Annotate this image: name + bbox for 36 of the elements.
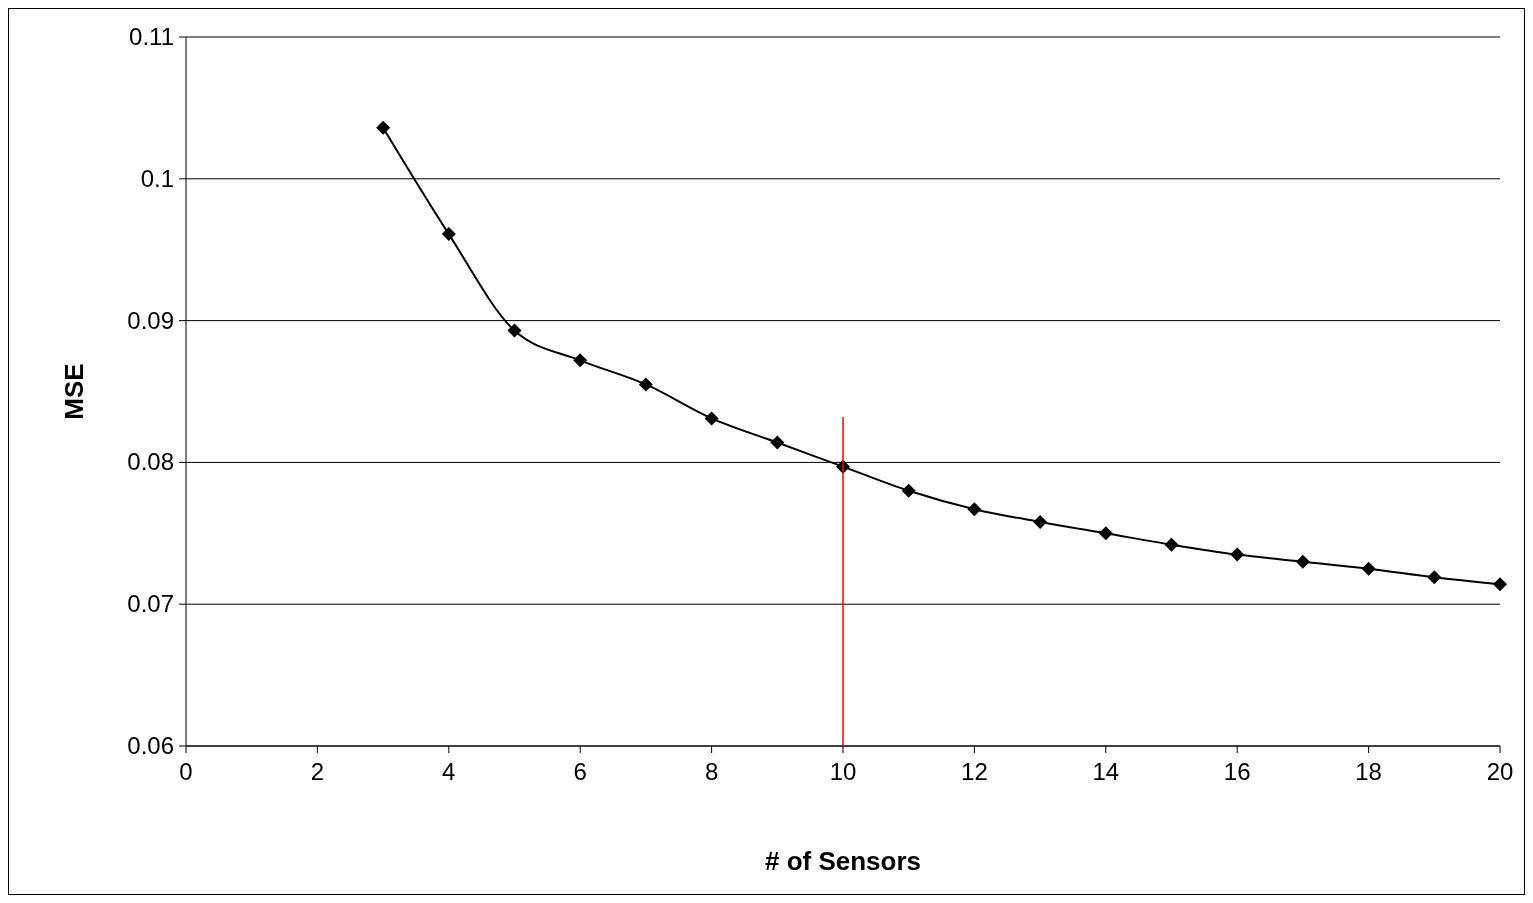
point — [704, 411, 719, 426]
x-tick-label: 0 — [179, 758, 193, 785]
x-tick-label: 14 — [1092, 758, 1120, 785]
point — [967, 502, 982, 517]
point — [901, 483, 916, 498]
x-tick-label: 6 — [573, 758, 587, 785]
x-tick-label: 4 — [442, 758, 456, 785]
point — [1361, 561, 1376, 576]
x-tick-label: 2 — [310, 758, 325, 785]
y-tick-label: 0.11 — [129, 23, 174, 50]
x-tick-label: 12 — [961, 758, 988, 785]
point — [1033, 514, 1048, 529]
x-tick-label: 8 — [704, 758, 719, 785]
x-tick-label: 18 — [1355, 758, 1382, 785]
y-tick-label: 0.06 — [127, 732, 174, 759]
x-axis-title: # of Sensors — [764, 846, 922, 876]
point — [1098, 526, 1113, 541]
point — [1493, 577, 1507, 592]
point — [507, 323, 522, 338]
point — [1164, 537, 1179, 552]
point — [1230, 547, 1245, 562]
y-tick-label: 0.09 — [127, 306, 174, 334]
point — [573, 353, 588, 368]
y-tick-label: 0.08 — [127, 448, 174, 476]
point — [638, 377, 653, 392]
y-tick-label: 0.1 — [140, 164, 174, 192]
x-tick-label: 16 — [1223, 758, 1251, 785]
point — [1295, 554, 1310, 569]
point — [376, 120, 391, 135]
x-tick-label: 20 — [1486, 758, 1514, 785]
point — [1427, 570, 1442, 585]
y-tick-label: 0.07 — [127, 590, 174, 618]
x-tick-label: 10 — [829, 758, 857, 785]
point — [441, 227, 456, 242]
point — [770, 435, 785, 450]
y-axis-title: MSE — [59, 363, 89, 420]
